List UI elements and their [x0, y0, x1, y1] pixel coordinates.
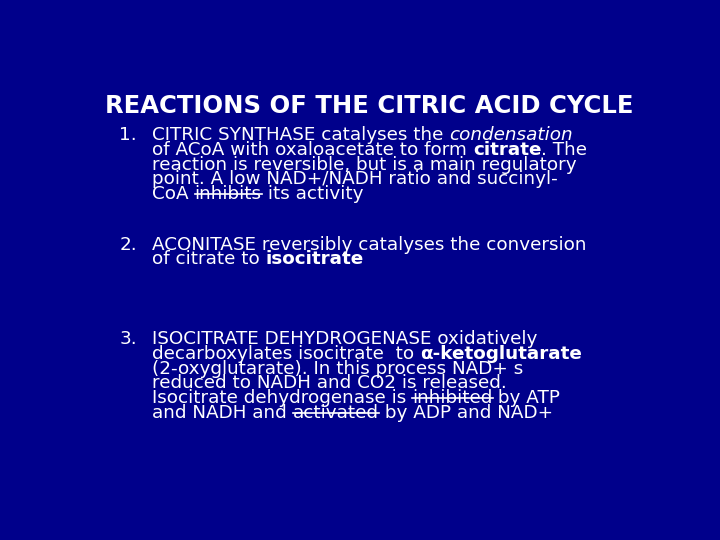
Text: by ATP: by ATP [492, 389, 560, 407]
Text: 2.: 2. [120, 236, 137, 254]
Text: CITRIC SYNTHASE catalyses the: CITRIC SYNTHASE catalyses the [152, 126, 449, 144]
Text: α-ketoglutarate: α-ketoglutarate [420, 345, 582, 363]
Text: inhibits: inhibits [194, 185, 261, 203]
Text: and NADH and: and NADH and [152, 403, 292, 422]
Text: condensation: condensation [449, 126, 573, 144]
Text: by ADP and NAD+: by ADP and NAD+ [379, 403, 553, 422]
Text: REACTIONS OF THE CITRIC ACID CYCLE: REACTIONS OF THE CITRIC ACID CYCLE [104, 94, 634, 118]
Text: reaction is reversible, but is a main regulatory: reaction is reversible, but is a main re… [152, 156, 577, 174]
Text: . The: . The [541, 141, 588, 159]
Text: Isocitrate dehydrogenase is: Isocitrate dehydrogenase is [152, 389, 412, 407]
Text: its activity: its activity [261, 185, 363, 203]
Text: decarboxylates isocitrate  to: decarboxylates isocitrate to [152, 345, 420, 363]
Text: ISOCITRATE DEHYDROGENASE oxidatively: ISOCITRATE DEHYDROGENASE oxidatively [152, 330, 537, 348]
Text: citrate: citrate [473, 141, 541, 159]
Text: of ACoA with oxaloacetate to form: of ACoA with oxaloacetate to form [152, 141, 473, 159]
Text: of citrate to: of citrate to [152, 251, 266, 268]
Text: activated: activated [292, 403, 379, 422]
Text: 3.: 3. [120, 330, 137, 348]
Text: 1.: 1. [120, 126, 137, 144]
Text: point. A low NAD+/NADH ratio and succinyl-: point. A low NAD+/NADH ratio and succiny… [152, 170, 558, 188]
Text: ACONITASE reversibly catalyses the conversion: ACONITASE reversibly catalyses the conve… [152, 236, 587, 254]
Text: (2-oxyglutarate). In this process NAD+ s: (2-oxyglutarate). In this process NAD+ s [152, 360, 523, 377]
Text: reduced to NADH and CO2 is released.: reduced to NADH and CO2 is released. [152, 374, 507, 393]
Text: CoA: CoA [152, 185, 194, 203]
Text: inhibited: inhibited [412, 389, 492, 407]
Text: isocitrate: isocitrate [266, 251, 364, 268]
